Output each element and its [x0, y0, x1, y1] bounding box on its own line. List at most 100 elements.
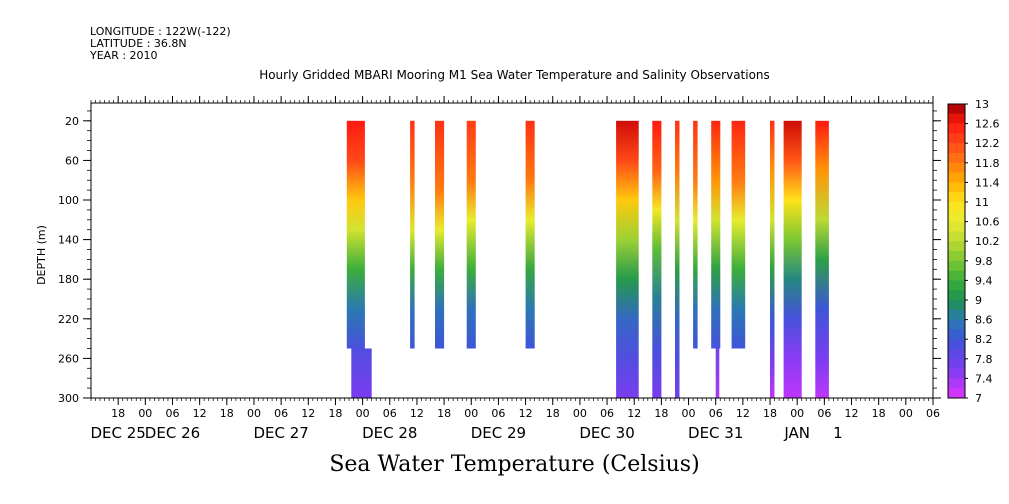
colorbar-cell — [948, 182, 965, 193]
x-tick-label: 00 — [138, 407, 152, 420]
y-tick-label: 140 — [58, 234, 79, 247]
colorbar-cell — [948, 309, 965, 320]
x-tick-label: 12 — [736, 407, 750, 420]
colorbar-cell — [948, 133, 965, 144]
colorbar-cell — [948, 143, 965, 154]
colorbar-label: 13 — [975, 98, 989, 111]
x-day-label: DEC 27 — [253, 424, 308, 442]
colorbar-cell — [948, 241, 965, 252]
x-day-label: DEC 29 — [471, 424, 526, 442]
x-tick-label: 06 — [817, 407, 831, 420]
x-tick-label: 12 — [627, 407, 641, 420]
colorbar-label: 7 — [975, 392, 982, 405]
data-column — [711, 120, 721, 349]
year-label: YEAR : 2010 — [90, 49, 158, 62]
data-column — [731, 120, 746, 349]
colorbar-label: 11.8 — [975, 157, 1000, 170]
colorbar-cell — [948, 349, 965, 360]
x-tick-label: 00 — [899, 407, 913, 420]
x-tick-label: 12 — [410, 407, 424, 420]
colorbar-cell — [948, 113, 965, 124]
y-tick-label: 20 — [65, 115, 79, 128]
colorbar-label: 8.6 — [975, 314, 993, 327]
plot-axes: 18 00 06 12 18 00 06 12 18 00 06 12 18 00 06 12 18 00 06 12… — [58, 96, 941, 442]
data-column — [410, 120, 415, 349]
latitude-label: LATITUDE : 36.8N — [90, 37, 187, 50]
x-tick-label: 00 — [247, 407, 261, 420]
colorbar-cell — [948, 251, 965, 262]
data-column — [466, 120, 476, 349]
x-tick-label: 00 — [682, 407, 696, 420]
colorbar-cell — [948, 339, 965, 350]
colorbar-cell — [948, 162, 965, 173]
colorbar-cell — [948, 378, 965, 389]
colorbar-label: 7.4 — [975, 372, 993, 385]
colorbar-cell — [948, 270, 965, 281]
colorbar-label: 11 — [975, 196, 989, 209]
y-tick-label: 300 — [58, 392, 79, 405]
colorbar-cell — [948, 104, 965, 115]
x-tick-label: 18 — [763, 407, 777, 420]
colorbar-cell — [948, 172, 965, 183]
data-column — [715, 348, 720, 398]
data-column — [525, 120, 535, 349]
chart-title: Hourly Gridded MBARI Mooring M1 Sea Wate… — [259, 68, 770, 82]
x-tick-label: 06 — [600, 407, 614, 420]
colorbar-cell — [948, 329, 965, 340]
data-column — [675, 120, 680, 399]
variable-label: Sea Water Temperature (Celsius) — [329, 452, 700, 477]
x-tick-label: 12 — [845, 407, 859, 420]
colorbar-cell — [948, 260, 965, 271]
x-day-label: DEC 31 — [688, 424, 743, 442]
x-tick-label: 18 — [220, 407, 234, 420]
colorbar-label: 11.4 — [975, 176, 1000, 189]
colorbar: 13 12.6 12.2 11.8 11.4 11 10.6 10.2 9.8 9.4 9 8.6 8.… — [947, 98, 1000, 405]
colorbar-cell — [948, 153, 965, 164]
colorbar-label: 8.2 — [975, 333, 993, 346]
x-day-label: 1 — [833, 424, 843, 442]
x-tick-label: 06 — [165, 407, 179, 420]
colorbar-label: 12.2 — [975, 137, 1000, 150]
colorbar-cell — [948, 211, 965, 222]
x-day-label: DEC 26 — [145, 424, 200, 442]
y-tick-label: 180 — [58, 273, 79, 286]
data-column — [346, 120, 365, 349]
x-day-label: DEC 25 — [90, 424, 145, 442]
data-column — [815, 120, 829, 399]
y-tick-label: 100 — [58, 194, 79, 207]
x-tick-label: 18 — [654, 407, 668, 420]
data-column — [435, 120, 445, 349]
colorbar-label: 12.6 — [975, 118, 1000, 131]
data-column — [616, 120, 639, 399]
colorbar-cell — [948, 192, 965, 203]
colorbar-label: 9 — [975, 294, 982, 307]
x-tick-label: 06 — [491, 407, 505, 420]
colorbar-cell — [948, 231, 965, 242]
x-day-label: DEC 30 — [579, 424, 634, 442]
x-tick-label: 06 — [274, 407, 288, 420]
x-tick-label: 12 — [519, 407, 533, 420]
plot-frame — [90, 102, 934, 399]
colorbar-label: 9.4 — [975, 274, 993, 287]
colorbar-cell — [948, 202, 965, 213]
data-column — [770, 120, 775, 399]
data-column — [351, 348, 372, 398]
colorbar-cell — [948, 221, 965, 232]
x-tick-label: 18 — [872, 407, 886, 420]
y-axis-label: DEPTH (m) — [35, 225, 48, 285]
data-column — [693, 120, 698, 349]
x-day-label: DEC 28 — [362, 424, 417, 442]
colorbar-label: 7.8 — [975, 353, 993, 366]
colorbar-label: 9.8 — [975, 255, 993, 268]
data-columns — [346, 120, 829, 399]
colorbar-cell — [948, 319, 965, 330]
longitude-label: LONGITUDE : 122W(-122) — [90, 25, 231, 38]
x-tick-label: 12 — [193, 407, 207, 420]
colorbar-cell — [948, 290, 965, 301]
colorbar-label: 10.2 — [975, 235, 1000, 248]
x-tick-label: 00 — [356, 407, 370, 420]
data-column — [783, 120, 802, 399]
x-tick-label: 18 — [546, 407, 560, 420]
x-tick-label: 18 — [111, 407, 125, 420]
